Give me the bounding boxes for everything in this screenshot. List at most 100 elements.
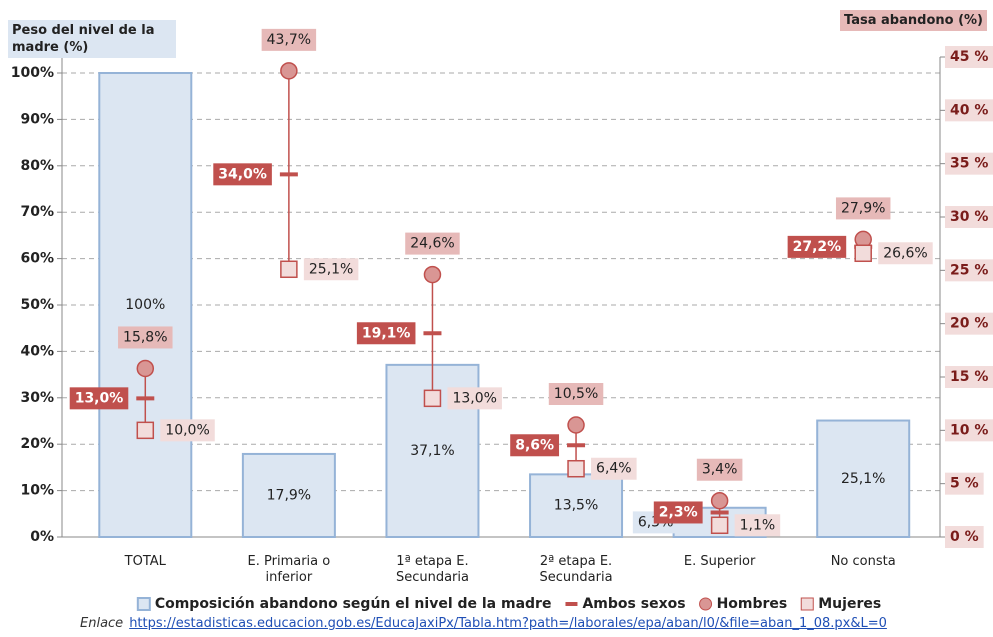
x-tick-label: No consta <box>830 554 896 569</box>
y-tick-label: 50% <box>20 297 54 313</box>
mujeres-value-label: 10,0% <box>165 422 209 438</box>
y-tick-label: 0% <box>30 529 54 545</box>
marker-circle <box>567 416 585 434</box>
y2-tick-label-bg <box>945 46 993 68</box>
marker-circle <box>136 359 155 378</box>
legend-swatch <box>800 597 814 611</box>
y2-tick-label: 40 % <box>950 102 988 118</box>
y2-axis-title: Tasa abandono (%) <box>840 10 987 31</box>
mujeres-value-label: 6,4% <box>596 461 632 477</box>
bar-value-label-bg <box>405 439 460 462</box>
y2-tick-label-bg <box>945 99 993 122</box>
y2-tick-label: 45 % <box>950 49 988 65</box>
y-tick-label: 80% <box>20 158 54 174</box>
y-tick-label: 10% <box>20 483 54 499</box>
mujeres-value-label-bg <box>591 457 637 480</box>
ambos-value-label: 19,1% <box>362 325 411 341</box>
marker-square <box>567 459 585 478</box>
mujeres-value-label: 26,6% <box>883 245 927 261</box>
hombres-value-label-bg <box>118 326 173 349</box>
y2-tick-label: 15 % <box>950 369 988 385</box>
y2-tick-label: 35 % <box>950 156 988 172</box>
x-tick-label: 1ª etapa E. Secundaria <box>395 554 469 585</box>
bar-value-label: 37,1% <box>410 443 454 459</box>
hombres-value-label-bg <box>405 232 460 255</box>
x-tick-label: E. Superior <box>683 554 756 569</box>
y-axis-title: Peso del nivel de la madre (%) <box>8 20 176 58</box>
ambos-value-label: 8,6% <box>515 437 554 453</box>
legend-label: Mujeres <box>818 596 881 612</box>
mujeres-value-label: 13,0% <box>452 390 496 406</box>
marker-square <box>136 421 155 440</box>
marker-circle <box>280 62 298 80</box>
y-tick-label: 20% <box>20 436 54 452</box>
y2-tick-label-bg <box>945 312 993 335</box>
bar-value-label: 13,5% <box>554 498 598 514</box>
y-tick-label: 70% <box>20 204 54 220</box>
y2-tick-label-bg <box>945 366 993 388</box>
bar-value-label: 100% <box>125 297 165 313</box>
x-tick-label: E. Primaria o inferior <box>247 554 331 585</box>
ambos-value-label: 2,3% <box>659 504 698 520</box>
y2-tick-label-bg <box>945 206 993 228</box>
mujeres-value-label-bg <box>734 514 781 537</box>
hombres-value-label: 27,9% <box>841 200 885 216</box>
marker-square <box>280 260 298 279</box>
ambos-value-label-bg <box>356 322 416 345</box>
mujeres-value-label: 25,1% <box>309 261 353 277</box>
mujeres-value-label-bg <box>878 242 933 265</box>
marker-square <box>423 389 442 408</box>
mujeres-value-label-bg <box>303 258 359 281</box>
ambos-value-label: 13,0% <box>75 390 124 406</box>
bar-value-label-bg <box>835 467 891 490</box>
bar-value-label: 25,1% <box>841 471 885 487</box>
y2-tick-label: 5 % <box>950 476 979 492</box>
bar <box>98 72 193 538</box>
y-tick-label: 100% <box>11 65 54 81</box>
mujeres-value-label: 1,1% <box>740 517 776 533</box>
hombres-value-label-bg <box>261 28 317 51</box>
ambos-value-label-bg <box>213 163 272 186</box>
bar-value-label-bg <box>548 494 604 517</box>
bar-value-label-bg <box>120 294 171 316</box>
hombres-value-label-bg <box>696 458 743 481</box>
legend-swatch <box>699 597 713 611</box>
y-tick-label: 40% <box>20 343 54 359</box>
y-tick-label: 60% <box>20 251 54 267</box>
bar <box>816 419 911 539</box>
ambos-value-label-bg <box>69 387 129 410</box>
hombres-value-label: 24,6% <box>410 236 454 252</box>
y2-tick-label-bg <box>945 526 984 548</box>
marker-circle <box>423 265 442 284</box>
ambos-value-label: 34,0% <box>218 166 267 182</box>
mujeres-value-label-bg <box>447 387 502 410</box>
ambos-value-label-bg <box>653 501 703 524</box>
x-tick-label: 2ª etapa E. Secundaria <box>539 554 613 585</box>
legend-label: Composición abandono según el nivel de l… <box>155 596 552 612</box>
y2-tick-label-bg <box>945 472 984 495</box>
y2-tick-label: 0 % <box>950 529 979 545</box>
marker-square <box>854 244 872 263</box>
legend-swatch <box>136 597 151 611</box>
y2-tick-label: 30 % <box>950 209 988 225</box>
ambos-value-label-bg <box>787 235 847 258</box>
ambos-value-label: 27,2% <box>793 239 842 255</box>
hombres-value-label: 10,5% <box>554 386 598 402</box>
bar-value-label-bg <box>261 484 317 507</box>
link[interactable]: https://estadisticas.educacion.gob.es/Ed… <box>129 616 887 631</box>
link-label: Enlace <box>80 616 124 631</box>
legend: Composición abandono según el nivel de l… <box>136 596 881 612</box>
legend-label: Hombres <box>717 596 788 612</box>
hombres-value-label: 43,7% <box>267 32 311 48</box>
hombres-value-label: 3,4% <box>702 462 738 478</box>
y2-tick-label: 10 % <box>950 422 988 438</box>
x-tick-label: TOTAL <box>124 554 166 569</box>
y-tick-label: 30% <box>20 390 54 406</box>
y2-tick-label-bg <box>945 419 993 442</box>
legend-label: Ambos sexos <box>582 596 685 612</box>
marker-circle <box>710 491 729 510</box>
mujeres-value-label-bg <box>160 419 215 442</box>
marker-square <box>710 516 729 535</box>
